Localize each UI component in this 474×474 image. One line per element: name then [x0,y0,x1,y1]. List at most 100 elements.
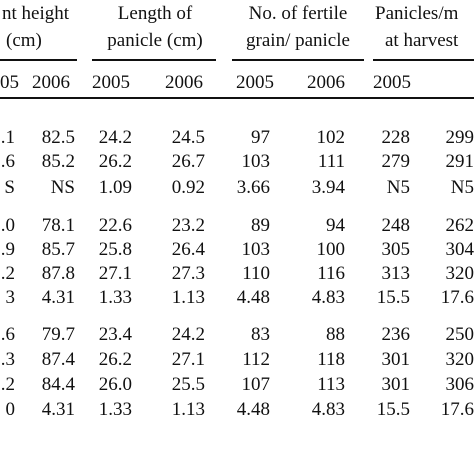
table-cell: 0.92 [171,177,205,198]
header-panicle-length-line1: Length of [117,3,193,24]
header-rule-panicle-length [92,59,216,61]
table-cell: 3.94 [311,177,345,198]
table-cell: 94 [326,215,345,236]
table-cell: 84.4 [41,374,75,395]
table-cell: 17.6 [440,287,474,308]
table-cell: 250 [445,324,474,345]
table-cell: .9 [0,239,15,260]
table-cell: 1.13 [171,399,205,420]
header-plant-height-line1: nt height [2,3,70,24]
table-cell: NS [50,177,75,198]
header-fertile-grain-line2: grain/ panicle [246,30,350,51]
header-panicles-line1: Panicles/m [375,3,459,24]
table-cell: 299 [445,127,474,148]
table-cell: .0 [0,215,15,236]
table-cell: 24.5 [171,127,205,148]
table-cell: 304 [445,239,474,260]
year-header-cell: 2005 [373,72,411,93]
table-cell: 4.48 [236,287,270,308]
table-cell: N5 [450,177,474,198]
header-rule-plant-height [0,59,77,61]
table-cell: 100 [316,239,346,260]
table-cell: 83 [251,324,270,345]
table-cell: .6 [0,151,15,172]
year-rule [0,97,474,99]
table-cell: 4.48 [236,399,270,420]
table-cell: 24.2 [171,324,205,345]
table-cell: 103 [241,151,271,172]
table-cell: 320 [445,263,474,284]
table-cell: 1.33 [98,287,132,308]
table-cell: 97 [251,127,270,148]
table-cell: .2 [0,263,15,284]
table-cell: 88 [326,324,345,345]
table-cell: 87.8 [41,263,75,284]
table-cell: 113 [317,374,345,395]
table-cell: 78.1 [41,215,75,236]
table-cell: 306 [445,374,474,395]
table-cell: 26.7 [171,151,205,172]
table-cell: 1.13 [171,287,205,308]
table-cell: 82.5 [41,127,75,148]
table-cell: 26.2 [98,151,132,172]
table-cell: 110 [242,263,270,284]
table-cell: 118 [317,349,345,370]
year-header-cell: 2006 [32,72,70,93]
table-cell: 17.6 [440,399,474,420]
year-header-cell: 2006 [165,72,203,93]
table-cell: 279 [381,151,411,172]
table-cell: 27.1 [98,263,132,284]
table-cell: 26.4 [171,239,205,260]
table-cell: 4.31 [41,287,75,308]
table-cell: 15.5 [376,399,410,420]
table-cell: 3.66 [236,177,270,198]
table-cell: 320 [445,349,474,370]
table-cell: 87.4 [41,349,75,370]
table-cell: 23.2 [171,215,205,236]
table-cell: N5 [386,177,410,198]
header-rule-panicles [373,59,474,61]
table-cell: .1 [0,127,15,148]
table-cell: 301 [381,374,411,395]
table-cell: 23.4 [98,324,132,345]
table-cell: 27.1 [171,349,205,370]
table-cell: 1.33 [98,399,132,420]
table-cell: 102 [316,127,346,148]
table-cell: 112 [242,349,270,370]
table-cell: 248 [381,215,411,236]
table-cell: 15.5 [376,287,410,308]
header-rule-fertile-grain [232,59,364,61]
table-cell: .6 [0,324,15,345]
header-plant-height-line2: (cm) [6,30,42,51]
table-cell: 116 [317,263,345,284]
table-cell: 228 [381,127,411,148]
table-cell: 85.7 [41,239,75,260]
table-cell: 22.6 [98,215,132,236]
table-cell: 25.8 [98,239,132,260]
table-cell: 103 [241,239,271,260]
table-cell: 301 [381,349,411,370]
table-cell: .2 [0,374,15,395]
table-cell: 26.0 [98,374,132,395]
table-cell: 3 [5,287,16,308]
table-cell: 107 [241,374,271,395]
table-cell: 89 [251,215,270,236]
table-cell: 1.09 [98,177,132,198]
table-cell: 0 [5,399,16,420]
header-fertile-grain-line1: No. of fertile [248,3,348,24]
table-cell: 27.3 [171,263,205,284]
table-cell: 262 [445,215,474,236]
table-cell: 79.7 [41,324,75,345]
table-cell: 26.2 [98,349,132,370]
table-cell: 291 [445,151,474,172]
table-cell: 111 [317,151,345,172]
year-header-cell: 05 [0,72,19,93]
table-cell: 236 [381,324,411,345]
table-cell: 305 [381,239,411,260]
table-cell: 4.83 [311,399,345,420]
year-header-cell: 2005 [92,72,130,93]
table-cell: 4.31 [41,399,75,420]
year-header-cell: 2005 [236,72,274,93]
table-cell: 85.2 [41,151,75,172]
table-cell: 4.83 [311,287,345,308]
